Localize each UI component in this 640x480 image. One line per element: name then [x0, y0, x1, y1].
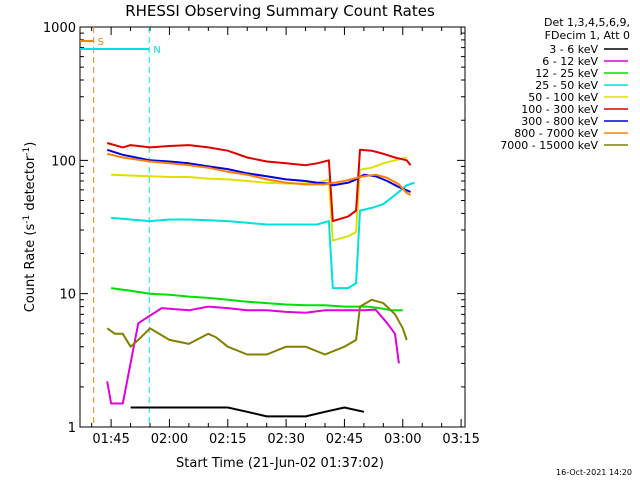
x-tick-label: 03:15 — [442, 432, 479, 447]
series-line — [110, 287, 403, 312]
legend-header-1: Det 1,3,4,5,6,9, — [544, 16, 630, 29]
x-tick-label: 03:00 — [384, 432, 421, 447]
legend-label: 7000 - 15000 keV — [500, 139, 598, 152]
x-axis-label: Start Time (21-Jun-02 01:37:02) — [176, 456, 384, 471]
marker-label-N: N — [153, 45, 160, 56]
x-tick-label: 01:45 — [92, 432, 129, 447]
y-axis-label-main: Count Rate (s — [23, 224, 38, 313]
series-line — [106, 142, 412, 223]
y-axis-label-sup2: -1 — [22, 147, 32, 156]
x-tick-label: 02:15 — [209, 432, 246, 447]
footer-date: 16-Oct-2021 14:20 — [556, 468, 632, 477]
x-tick-label: 02:45 — [326, 432, 363, 447]
legend-label: 800 - 7000 keV — [514, 127, 598, 140]
chart-title: RHESSI Observing Summary Count Rates — [125, 2, 435, 20]
x-tick-label: 02:30 — [267, 432, 304, 447]
y-axis-label-end: ) — [23, 142, 38, 147]
x-tick-label: 02:00 — [151, 432, 188, 447]
series-line — [130, 406, 365, 418]
y-tick-label: 10 — [59, 288, 76, 303]
series-line — [106, 152, 412, 196]
legend-label: 12 - 25 keV — [535, 67, 598, 80]
series-line — [106, 305, 400, 405]
plot-frame — [79, 26, 466, 428]
legend-label: 3 - 6 keV — [549, 43, 598, 56]
legend-label: 25 - 50 keV — [535, 79, 598, 92]
y-axis-label-sup1: -1 — [22, 215, 32, 224]
series-line — [106, 298, 408, 356]
legend: Det 1,3,4,5,6,9, FDecim 1, Att 0 3 - 6 k… — [500, 16, 630, 152]
legend-header-2: FDecim 1, Att 0 — [545, 29, 630, 42]
y-axis-label-mid: detector — [23, 155, 38, 215]
y-tick-label: 1 — [68, 421, 76, 436]
series-lines — [106, 142, 415, 418]
legend-label: 100 - 300 keV — [521, 103, 598, 116]
axis-ticks — [80, 27, 465, 428]
mode-markers: SN — [80, 27, 161, 427]
y-tick-label: 1000 — [43, 21, 76, 36]
series-line — [111, 181, 415, 290]
legend-label: 6 - 12 keV — [542, 55, 598, 68]
y-tick-labels: 1 10 100 1000 — [43, 21, 76, 436]
marker-label-S: S — [98, 37, 104, 48]
tick-marks — [80, 27, 465, 428]
y-axis-label: Count Rate (s-1 detector-1) — [22, 142, 38, 313]
legend-label: 300 - 800 keV — [521, 115, 598, 128]
series-line — [111, 156, 407, 242]
x-tick-labels: 01:45 02:00 02:15 02:30 02:45 03:00 03:15 — [92, 432, 479, 447]
y-tick-label: 100 — [51, 154, 76, 169]
series-line — [106, 148, 411, 193]
legend-label: 50 - 100 keV — [528, 91, 598, 104]
